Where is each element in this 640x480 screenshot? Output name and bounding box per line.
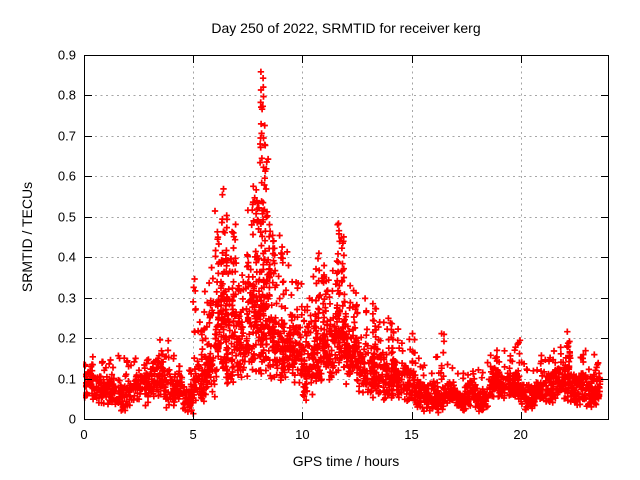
y-tick-label: 0.8 (57, 87, 76, 103)
grid-lines (84, 55, 608, 419)
y-tick-label: 0.5 (57, 209, 76, 225)
y-tick-label: 0 (68, 411, 76, 427)
y-tick-label: 0.9 (57, 47, 76, 63)
scatter-points-series (83, 68, 604, 417)
y-tick-label: 0.4 (57, 249, 76, 265)
x-tick-label: 5 (189, 427, 197, 442)
axis-tick-marks (84, 55, 608, 420)
x-tick-label: 0 (80, 427, 88, 442)
x-tick-label: 10 (295, 427, 310, 442)
x-tick-label: 15 (404, 427, 419, 442)
x-axis-label: GPS time / hours (292, 453, 400, 469)
plot-border (84, 55, 609, 420)
y-tick-label: 0.6 (57, 168, 76, 184)
y-tick-label: 0.7 (57, 128, 76, 144)
y-axis-label: SRMTID / TECUs (19, 181, 35, 293)
y-tick-label: 0.2 (57, 330, 76, 346)
y-tick-label: 0.3 (57, 290, 76, 306)
chart-title: Day 250 of 2022, SRMTID for receiver ker… (211, 20, 481, 36)
y-tick-label: 0.1 (57, 371, 76, 387)
x-tick-label: 20 (513, 427, 528, 442)
